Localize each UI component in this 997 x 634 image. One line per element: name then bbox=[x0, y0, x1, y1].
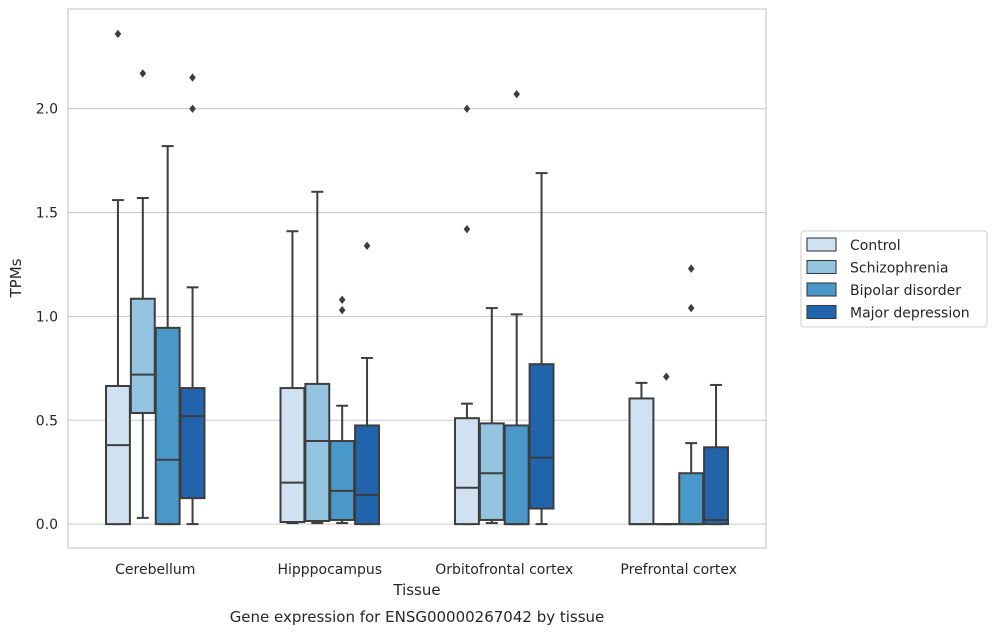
outlier-point bbox=[687, 264, 695, 273]
legend-label: Major depression bbox=[850, 306, 970, 322]
box-control bbox=[105, 29, 131, 526]
y-tick-label: 0.0 bbox=[36, 517, 58, 533]
box-bipolar-disorder bbox=[678, 264, 705, 526]
legend-swatch bbox=[806, 237, 837, 252]
legend-label: Bipolar disorder bbox=[850, 283, 961, 299]
y-tick-labels: 0.0 0.5 1.0 1.5 2.0 bbox=[36, 102, 58, 533]
outlier-point bbox=[463, 224, 471, 234]
y-tick-label: 2.0 bbox=[36, 102, 58, 118]
box-control bbox=[628, 381, 655, 526]
x-tick-label: Prefrontal cortex bbox=[620, 562, 737, 578]
x-tick-labels: Cerebellum Hipppocampus Orbitofrontal cort… bbox=[115, 562, 737, 578]
box-major-depression bbox=[703, 383, 729, 526]
x-tick-label: Orbitofrontal cortex bbox=[435, 562, 573, 578]
box-bipolar-disorder bbox=[154, 145, 181, 526]
box-body bbox=[304, 382, 331, 522]
box-body bbox=[129, 297, 156, 414]
outlier-point bbox=[139, 69, 147, 78]
x-tick-label: Hipppocampus bbox=[277, 562, 382, 578]
x-axis-label: Tissue bbox=[392, 581, 440, 599]
outlier-point bbox=[687, 303, 695, 313]
box-body bbox=[703, 446, 729, 526]
legend: Control Schizophrenia Bipolar disorder Majo… bbox=[800, 230, 988, 328]
box-body bbox=[354, 424, 380, 526]
box-series bbox=[105, 29, 729, 526]
box-body bbox=[179, 387, 206, 500]
box-bipolar-disorder bbox=[503, 89, 530, 526]
box-body bbox=[478, 422, 505, 521]
x-tick-label: Cerebellum bbox=[115, 562, 195, 578]
box-body bbox=[628, 397, 655, 526]
outlier-point bbox=[189, 73, 196, 82]
y-tick-label: 1.0 bbox=[36, 309, 58, 325]
box-body bbox=[528, 363, 555, 510]
box-body bbox=[329, 440, 356, 521]
outlier-point bbox=[513, 89, 520, 99]
legend-swatch bbox=[806, 282, 837, 297]
box-schizophrenia bbox=[478, 307, 505, 525]
legend-swatch bbox=[806, 304, 837, 320]
outlier-point bbox=[338, 305, 346, 315]
outlier-point bbox=[463, 104, 471, 113]
box-body bbox=[279, 387, 306, 524]
box-body bbox=[503, 424, 530, 526]
box-major-depression bbox=[354, 241, 380, 526]
legend-label: Control bbox=[850, 238, 901, 254]
box-body bbox=[678, 472, 705, 526]
outlier-point bbox=[189, 104, 196, 113]
chart-caption: Gene expression for ENSG00000267042 by t… bbox=[230, 608, 605, 626]
y-tick-label: 0.5 bbox=[36, 413, 58, 429]
outlier-point bbox=[338, 295, 346, 304]
box-body bbox=[154, 326, 181, 526]
y-axis-label: TPMs bbox=[7, 258, 25, 298]
box-major-depression bbox=[179, 73, 206, 526]
box-control bbox=[279, 230, 306, 525]
plot-frame bbox=[67, 8, 767, 549]
outlier-point bbox=[663, 372, 670, 381]
legend-swatch bbox=[806, 259, 837, 275]
box-body bbox=[454, 417, 480, 526]
box-body bbox=[105, 384, 131, 526]
box-major-depression bbox=[528, 172, 555, 526]
outlier-point bbox=[363, 241, 371, 250]
legend-label: Schizophrenia bbox=[850, 261, 948, 277]
outlier-point bbox=[114, 29, 122, 39]
legend-frame bbox=[800, 230, 988, 328]
y-tick-label: 1.5 bbox=[36, 206, 58, 222]
